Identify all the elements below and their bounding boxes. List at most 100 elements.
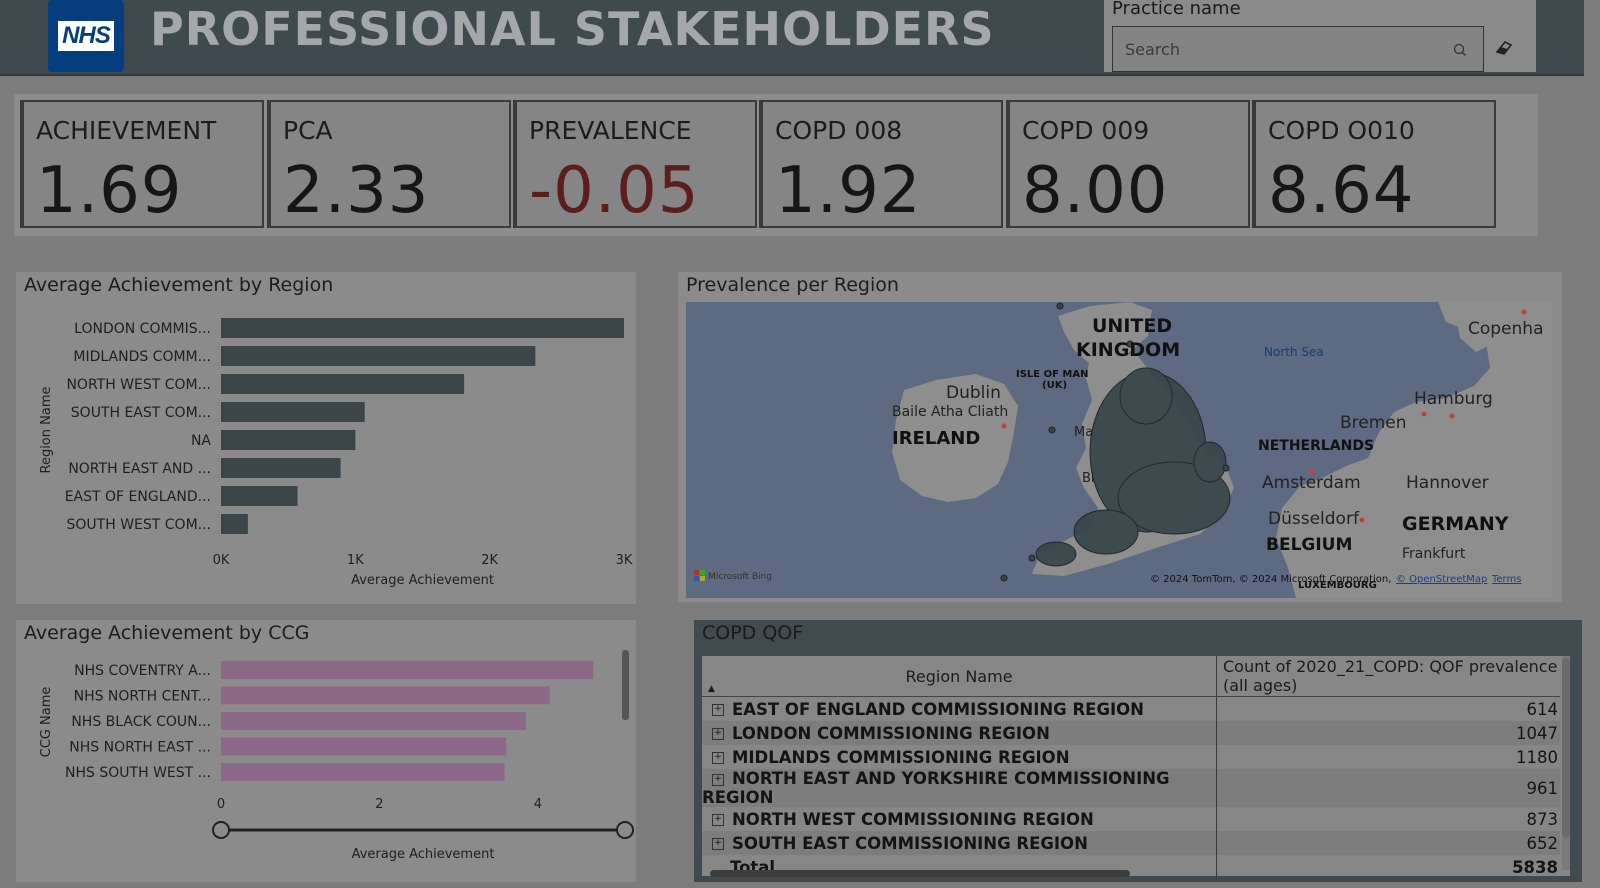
range-slider-min-handle[interactable] bbox=[212, 821, 230, 839]
category-label: SOUTH WEST COM... bbox=[67, 517, 211, 533]
x-axis-label: Average Achievement bbox=[351, 573, 494, 588]
microsoft-logo-icon bbox=[694, 570, 705, 581]
category-label: SOUTH EAST COM... bbox=[71, 405, 211, 421]
column-header-label: Count of 2020_21_COPD: QOF prevalence (a… bbox=[1223, 657, 1558, 695]
map-label: Copenha bbox=[1468, 319, 1544, 339]
count-cell: 1180 bbox=[1516, 747, 1558, 767]
chart-title: Average Achievement by CCG bbox=[24, 622, 310, 644]
region-name: SOUTH EAST COMMISSIONING REGION bbox=[732, 833, 1088, 853]
table-row[interactable]: + SOUTH EAST COMMISSIONING REGION 652 bbox=[702, 831, 1560, 855]
ireland-landmass bbox=[892, 374, 1018, 502]
map-label: Ma bbox=[1074, 425, 1093, 440]
bar bbox=[221, 458, 341, 478]
category-label: NHS COVENTRY A... bbox=[74, 663, 211, 679]
column-header-region[interactable]: Region Name ▲ bbox=[702, 656, 1217, 697]
map-label: BELGIUM bbox=[1266, 535, 1352, 555]
expand-icon[interactable]: + bbox=[712, 728, 724, 740]
map-label: Baile Atha Cliath bbox=[892, 404, 1008, 420]
region-chart-panel: Average Achievement by Region LONDON COM… bbox=[16, 272, 636, 604]
kpi-card-achievement: ACHIEVEMENT 1.69 bbox=[20, 100, 264, 228]
search-icon[interactable] bbox=[1451, 41, 1469, 59]
y-axis-label: Region Name bbox=[39, 387, 54, 474]
kpi-value: 2.33 bbox=[283, 154, 430, 228]
kpi-label: COPD O010 bbox=[1268, 116, 1415, 145]
map-label: Dublin bbox=[946, 383, 1001, 403]
region-name: NORTH EAST AND YORKSHIRE COMMISSIONING R… bbox=[702, 769, 1170, 807]
table-row[interactable]: + MIDLANDS COMMISSIONING REGION 1180 bbox=[702, 745, 1560, 769]
count-cell: 873 bbox=[1526, 809, 1559, 829]
map-label: North Sea bbox=[1264, 345, 1324, 359]
kpi-label: ACHIEVEMENT bbox=[36, 116, 217, 145]
bar bbox=[221, 686, 550, 705]
region-bar-chart: LONDON COMMIS... MIDLANDS COMM... NORTH WE… bbox=[39, 318, 633, 588]
expand-icon[interactable]: + bbox=[712, 773, 724, 786]
map-label: GERMANY bbox=[1402, 513, 1509, 535]
category-label: NHS NORTH CENT... bbox=[74, 689, 211, 705]
osm-link[interactable]: © OpenStreetMap bbox=[1396, 574, 1487, 585]
expand-icon[interactable]: + bbox=[712, 838, 724, 850]
kpi-card-copd-009: COPD 009 8.00 bbox=[1006, 100, 1250, 228]
kpi-label: COPD 009 bbox=[1022, 116, 1150, 145]
nhs-logo-text: NHS bbox=[58, 21, 114, 51]
category-label: MIDLANDS COMM... bbox=[73, 349, 211, 365]
map-provider: Microsoft Bing bbox=[708, 572, 772, 582]
copd-qof-table-panel: COPD QOF Region Name ▲ Count of 2020_21_… bbox=[694, 620, 1582, 882]
search-box[interactable] bbox=[1112, 26, 1484, 72]
table-row[interactable]: + NORTH EAST AND YORKSHIRE COMMISSIONING … bbox=[702, 769, 1560, 807]
bar bbox=[221, 318, 624, 338]
kpi-value: 1.69 bbox=[36, 154, 183, 228]
bar bbox=[221, 661, 594, 679]
bar bbox=[221, 486, 298, 506]
expand-icon[interactable]: + bbox=[712, 814, 724, 826]
region-name: NORTH WEST COMMISSIONING REGION bbox=[732, 809, 1094, 829]
kpi-value: -0.05 bbox=[529, 154, 700, 228]
kpi-label: PREVALENCE bbox=[529, 116, 692, 145]
bar bbox=[221, 763, 505, 781]
scotland-landmass bbox=[1058, 302, 1152, 364]
kpi-card-pca: PCA 2.33 bbox=[267, 100, 511, 228]
table-body: Region Name ▲ Count of 2020_21_COPD: QOF… bbox=[702, 656, 1570, 879]
category-label: NHS NORTH EAST ... bbox=[69, 740, 211, 756]
map-label: UNITED bbox=[1092, 315, 1172, 337]
region-name: EAST OF ENGLAND COMMISSIONING REGION bbox=[732, 699, 1144, 719]
continent-landmass bbox=[1268, 302, 1552, 598]
bar bbox=[221, 712, 526, 730]
range-slider-max-handle[interactable] bbox=[616, 821, 634, 839]
expand-icon[interactable]: + bbox=[712, 704, 724, 716]
region-name: MIDLANDS COMMISSIONING REGION bbox=[732, 747, 1070, 767]
total-value: 5838 bbox=[1512, 857, 1558, 877]
column-header-label: Region Name bbox=[905, 666, 1013, 686]
terms-link[interactable]: Terms bbox=[1491, 574, 1521, 585]
category-label: LONDON COMMIS... bbox=[74, 321, 211, 337]
kpi-card-copd-008: COPD 008 1.92 bbox=[759, 100, 1003, 228]
map-label: (UK) bbox=[1042, 380, 1067, 391]
vertical-scrollbar[interactable] bbox=[1562, 658, 1570, 838]
tick-label: 2 bbox=[375, 797, 383, 812]
expand-icon[interactable]: + bbox=[712, 752, 724, 764]
eraser-icon[interactable] bbox=[1492, 36, 1516, 60]
count-cell: 1047 bbox=[1216, 721, 1560, 745]
header-bar: NHS PROFESSIONAL STAKEHOLDERS Practice n… bbox=[0, 0, 1584, 76]
ccg-chart-panel: Average Achievement by CCG NHS COVENTRY … bbox=[16, 620, 636, 882]
category-label: NA bbox=[191, 433, 211, 449]
tick-label: 0 bbox=[217, 797, 225, 812]
horizontal-scrollbar[interactable] bbox=[710, 870, 1130, 877]
search-input[interactable] bbox=[1113, 27, 1483, 71]
table-row[interactable]: + NORTH WEST COMMISSIONING REGION 873 bbox=[702, 807, 1560, 831]
table-row[interactable]: + EAST OF ENGLAND COMMISSIONING REGION 61… bbox=[702, 696, 1560, 721]
city-markers bbox=[1001, 309, 1527, 523]
map-label: Frankfurt bbox=[1402, 546, 1466, 562]
map-label: Hannover bbox=[1406, 473, 1489, 493]
chart-scrollbar bbox=[622, 650, 629, 720]
count-cell: 652 bbox=[1216, 831, 1560, 855]
kpi-label: COPD 008 bbox=[775, 116, 903, 145]
count-cell: 614 bbox=[1526, 699, 1559, 719]
column-header-count[interactable]: Count of 2020_21_COPD: QOF prevalence (a… bbox=[1216, 656, 1560, 697]
map-label: Düsseldorf bbox=[1268, 509, 1360, 529]
sort-ascending-icon[interactable]: ▲ bbox=[708, 684, 715, 694]
copd-qof-table: Region Name ▲ Count of 2020_21_COPD: QOF… bbox=[702, 656, 1560, 879]
map-area[interactable]: UNITED KINGDOM ISLE OF MAN (UK) Dublin B… bbox=[686, 302, 1552, 598]
point-outliers bbox=[1000, 302, 1230, 582]
table-row[interactable]: + LONDON COMMISSIONING REGION 1047 bbox=[702, 721, 1560, 745]
map-label: IRELAND bbox=[892, 428, 980, 449]
